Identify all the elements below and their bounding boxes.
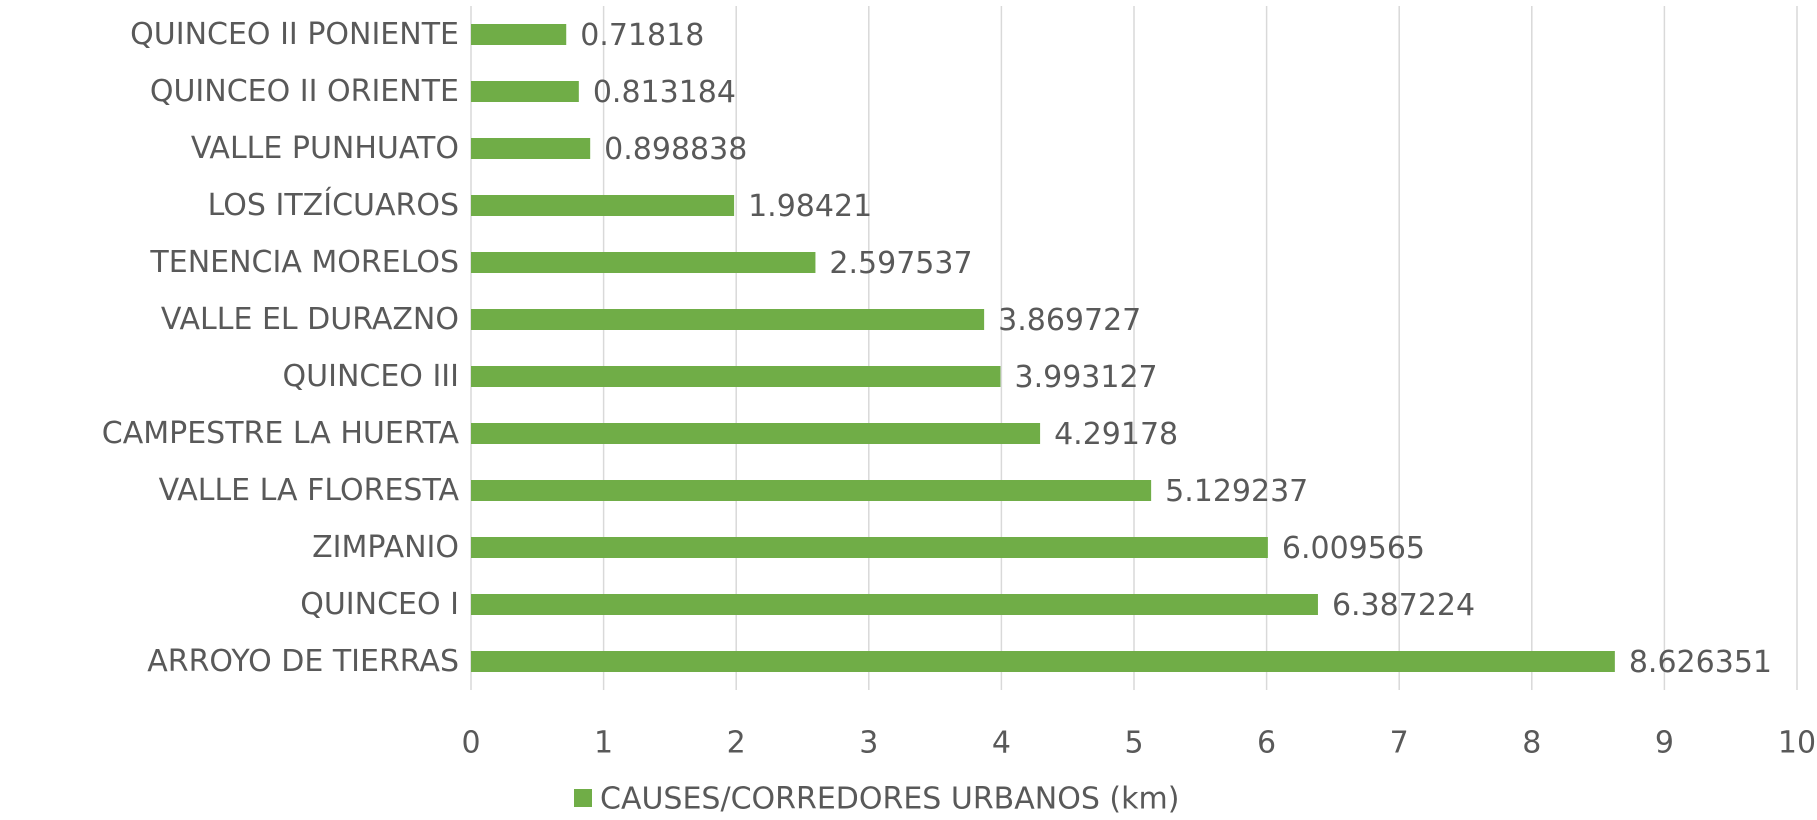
x-tick-label: 8 [1522,726,1541,761]
bar [471,651,1615,672]
y-tick-label: QUINCEO I [300,587,459,622]
y-tick-label: ZIMPANIO [312,530,459,565]
x-tick-label: 5 [1124,726,1143,761]
bar [471,195,735,216]
x-tick-label: 6 [1257,726,1276,761]
data-label: 0.813184 [593,75,736,110]
bar [471,24,567,45]
bar [471,423,1041,444]
x-tick-label: 7 [1390,726,1409,761]
x-tick-label: 3 [859,726,878,761]
bar [471,366,1001,387]
data-label: 0.898838 [604,132,747,167]
bar [471,81,579,102]
y-tick-label: LOS ITZÍCUAROS [208,187,459,223]
bar [471,594,1318,615]
x-tick-label: 1 [594,726,613,761]
y-tick-label: ARROYO DE TIERRAS [147,644,459,679]
legend-label: CAUSES/CORREDORES URBANOS (km) [600,782,1179,817]
x-tick-label: 0 [461,726,480,761]
data-label: 0.71818 [580,18,704,53]
y-tick-label: QUINCEO II ORIENTE [150,74,459,109]
y-tick-label: TENENCIA MORELOS [149,245,459,280]
bar [471,480,1152,501]
x-tick-label: 4 [992,726,1011,761]
legend-swatch [574,789,592,807]
bar [471,138,591,159]
data-label: 6.009565 [1282,531,1425,566]
x-tick-label: 9 [1655,726,1674,761]
y-tick-label: VALLE LA FLORESTA [159,473,460,508]
y-tick-label: CAMPESTRE LA HUERTA [102,416,460,451]
y-tick-label: VALLE EL DURAZNO [161,302,459,337]
bar [471,252,816,273]
data-label: 3.993127 [1014,360,1157,395]
data-label: 4.29178 [1054,417,1178,452]
data-label: 5.129237 [1165,474,1308,509]
data-label: 3.869727 [998,303,1141,338]
x-tick-label: 10 [1778,726,1816,761]
bar [471,309,985,330]
data-label: 2.597537 [829,246,972,281]
y-tick-label: QUINCEO III [283,359,459,394]
bar [471,537,1268,558]
data-label: 1.98421 [748,189,872,224]
data-label: 8.626351 [1629,645,1772,680]
x-tick-label: 2 [727,726,746,761]
data-label: 6.387224 [1332,588,1475,623]
y-tick-label: QUINCEO II PONIENTE [130,17,459,52]
y-tick-label: VALLE PUNHUATO [191,131,459,166]
